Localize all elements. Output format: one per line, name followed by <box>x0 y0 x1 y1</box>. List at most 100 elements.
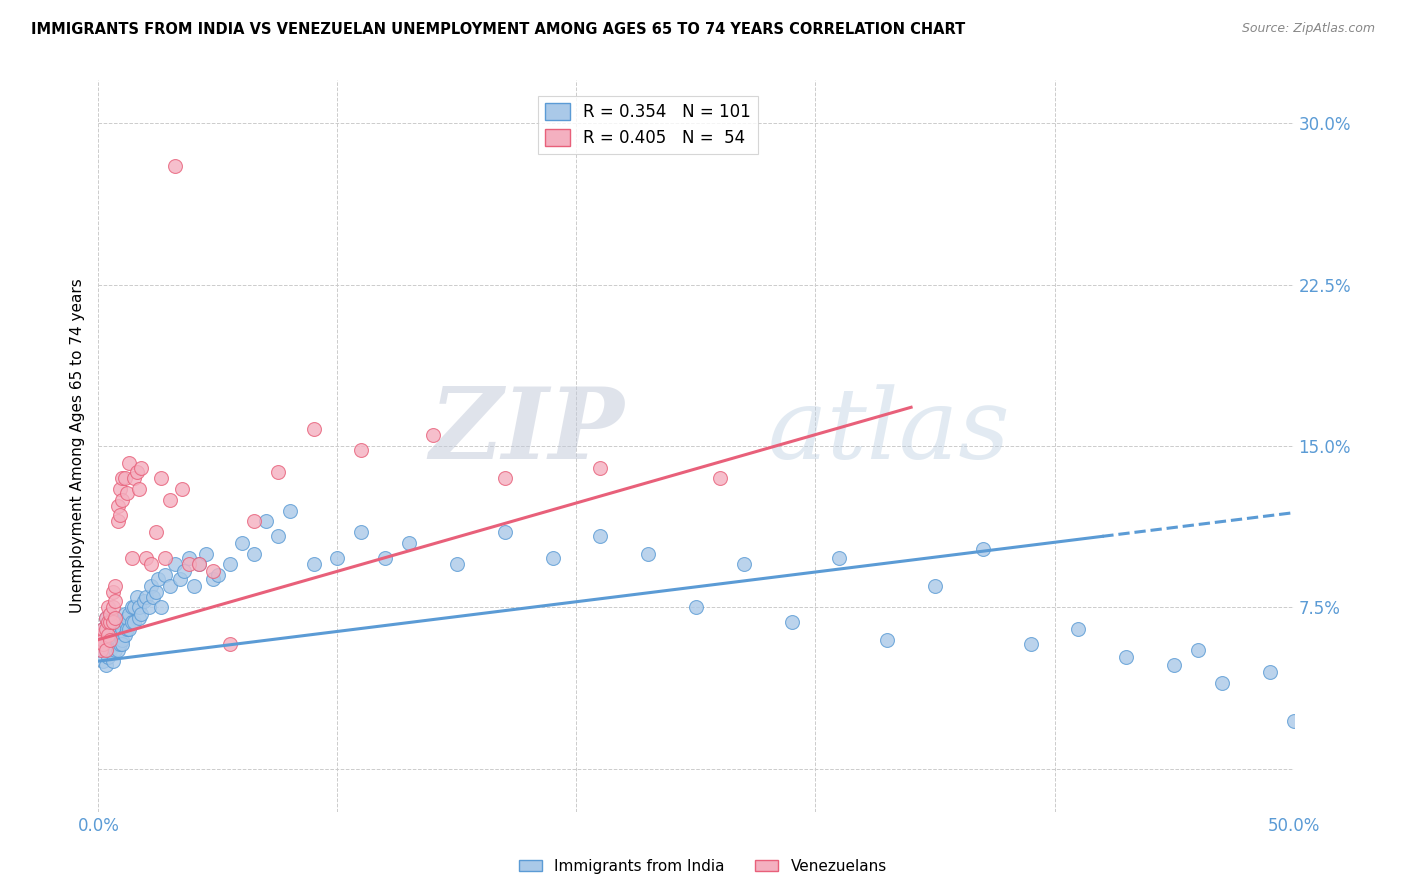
Point <box>142 590 165 604</box>
Point <box>131 460 153 475</box>
Point <box>149 600 172 615</box>
Point <box>924 579 946 593</box>
Point <box>1282 714 1305 729</box>
Point <box>98 607 122 621</box>
Point <box>780 615 803 630</box>
Point <box>124 600 146 615</box>
Point <box>1211 675 1233 690</box>
Point <box>104 579 127 593</box>
Point <box>97 600 120 615</box>
Point <box>685 600 707 615</box>
Point <box>589 460 612 475</box>
Point <box>169 573 191 587</box>
Point <box>145 524 167 539</box>
Point <box>828 550 851 565</box>
Point <box>94 611 117 625</box>
Point <box>94 643 117 657</box>
Point <box>128 600 150 615</box>
Point <box>98 615 122 630</box>
Point <box>107 500 129 514</box>
Point <box>98 607 122 621</box>
Point <box>231 536 253 550</box>
Point <box>108 628 131 642</box>
Point <box>1258 665 1281 679</box>
Point <box>422 428 444 442</box>
Point <box>541 550 564 565</box>
Point <box>125 590 148 604</box>
Point <box>98 632 122 647</box>
Y-axis label: Unemployment Among Ages 65 to 74 years: Unemployment Among Ages 65 to 74 years <box>69 278 84 614</box>
Point <box>90 628 112 642</box>
Legend: Immigrants from India, Venezuelans: Immigrants from India, Venezuelans <box>513 853 893 880</box>
Point <box>135 550 157 565</box>
Point <box>114 471 136 485</box>
Point <box>115 622 138 636</box>
Point <box>94 658 117 673</box>
Point <box>202 573 225 587</box>
Point <box>187 558 209 572</box>
Point <box>107 632 129 647</box>
Point <box>1019 637 1042 651</box>
Point <box>124 471 146 485</box>
Point <box>94 643 117 657</box>
Point <box>145 585 167 599</box>
Point <box>139 558 162 572</box>
Point <box>589 529 612 543</box>
Point <box>187 558 209 572</box>
Point <box>97 628 120 642</box>
Point <box>90 643 112 657</box>
Point <box>219 637 242 651</box>
Point <box>111 632 134 647</box>
Point <box>97 637 120 651</box>
Point <box>163 159 186 173</box>
Point <box>118 456 141 470</box>
Legend: R = 0.354   N = 101, R = 0.405   N =  54: R = 0.354 N = 101, R = 0.405 N = 54 <box>538 96 758 154</box>
Point <box>91 632 114 647</box>
Point <box>302 422 325 436</box>
Point <box>98 622 122 636</box>
Point <box>128 611 150 625</box>
Point <box>94 628 117 642</box>
Point <box>98 637 122 651</box>
Point <box>128 482 150 496</box>
Point <box>101 585 124 599</box>
Point <box>972 542 994 557</box>
Point <box>111 471 134 485</box>
Point <box>254 514 277 528</box>
Point <box>101 600 124 615</box>
Point <box>155 550 177 565</box>
Text: atlas: atlas <box>768 384 1011 479</box>
Point <box>111 637 134 651</box>
Point <box>1163 658 1185 673</box>
Point <box>101 637 124 651</box>
Point <box>139 579 162 593</box>
Point <box>494 524 516 539</box>
Point <box>125 465 148 479</box>
Point <box>132 594 155 608</box>
Point <box>149 471 172 485</box>
Point <box>111 492 134 507</box>
Point <box>118 622 141 636</box>
Point <box>108 482 131 496</box>
Point <box>302 558 325 572</box>
Point <box>107 622 129 636</box>
Point <box>163 558 186 572</box>
Point <box>446 558 468 572</box>
Point <box>135 590 157 604</box>
Point <box>114 607 136 621</box>
Point <box>107 514 129 528</box>
Point <box>374 550 396 565</box>
Point <box>124 615 146 630</box>
Point <box>97 649 120 664</box>
Point <box>107 637 129 651</box>
Point <box>733 558 755 572</box>
Point <box>243 547 266 561</box>
Point <box>90 628 112 642</box>
Point <box>195 547 218 561</box>
Point <box>91 622 114 636</box>
Point <box>104 594 127 608</box>
Point <box>115 486 138 500</box>
Point <box>97 615 120 630</box>
Point <box>219 558 242 572</box>
Point <box>104 622 127 636</box>
